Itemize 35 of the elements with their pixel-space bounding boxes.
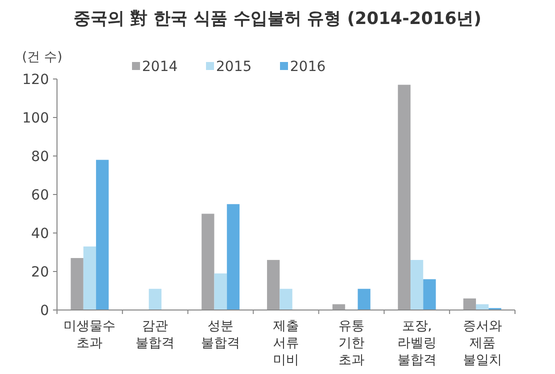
bar [358,288,370,310]
bar [267,260,280,310]
bar [96,160,109,310]
bar [148,288,162,310]
bar [214,273,227,310]
bar [410,260,424,310]
x-tick-label: 유통 기한 초과 [338,319,364,368]
bar [280,288,292,310]
x-tick-label: 증서와 제품 불일치 [462,319,502,368]
bar [226,204,240,310]
y-tick-label: 100 [22,110,49,126]
x-tick-label: 포장, 라벨링 불합격 [397,319,436,368]
bar [463,298,476,310]
bar [70,258,84,310]
y-axis-title: (건 수) [22,50,62,65]
y-tick-label: 120 [22,72,49,88]
bar [423,279,436,310]
x-tick-label: 제출 서류 미비 [273,319,299,368]
bar [398,84,411,310]
bar [83,246,96,310]
bar [332,304,346,310]
x-tick-label: 성분 불합격 [201,319,240,351]
bar [476,304,489,310]
y-tick-label: 40 [31,226,49,242]
x-tick-label: 미생물수 초과 [64,319,116,351]
legend-label: 2016 [290,59,326,75]
y-tick-label: 60 [31,188,49,204]
legend-label: 2014 [142,59,178,75]
x-tick-label: 감관 불합격 [136,319,175,351]
y-tick-label: 80 [31,149,49,165]
y-tick-label: 0 [40,303,49,319]
bar [202,214,214,310]
chart-title: 중국의 對 한국 식품 수입불허 유형 (2014-2016년) [74,9,482,29]
y-tick-label: 20 [31,264,49,280]
legend-label: 2015 [216,59,252,75]
